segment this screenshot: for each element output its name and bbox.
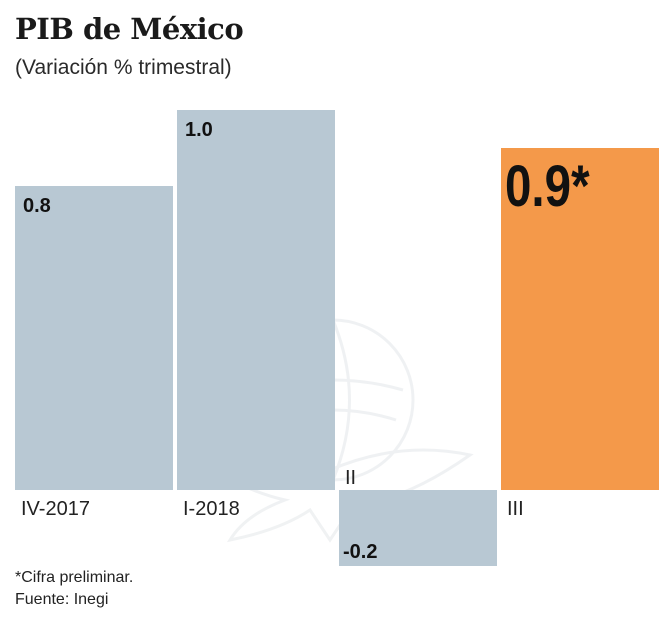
data-label: -0.2 [343, 541, 377, 563]
footnote: *Cifra preliminar. [15, 569, 134, 586]
category-label: III [507, 498, 524, 520]
bar-iii [501, 148, 659, 490]
category-label: II [345, 467, 356, 489]
data-label: 0.9* [505, 155, 590, 220]
category-label: I-2018 [183, 498, 240, 520]
data-label: 1.0 [185, 119, 213, 141]
data-label: 0.8 [23, 195, 51, 217]
chart-subtitle: (Variación % trimestral) [15, 56, 232, 79]
source-note: Fuente: Inegi [15, 591, 109, 608]
bar-ii [339, 490, 497, 566]
bar-i-2018 [177, 110, 335, 490]
chart-title: PIB de México [15, 12, 244, 46]
category-label: IV-2017 [21, 498, 90, 520]
bar-iv-2017 [15, 186, 173, 490]
chart-footer: *Cifra preliminar. Fuente: Inegi [15, 567, 133, 611]
